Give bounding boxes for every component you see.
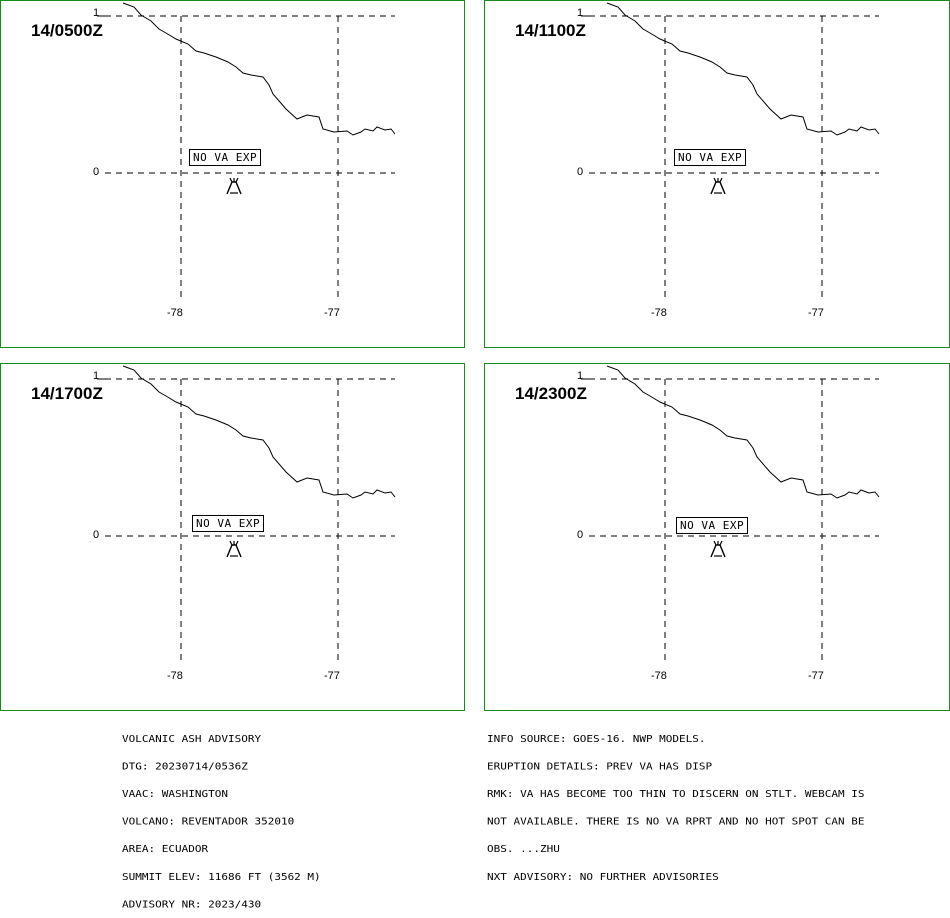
volcano-icon (226, 540, 242, 558)
lat-label-1: 1 (577, 7, 584, 19)
map-panel-4: 14/2300Z NO VA EXP 1 0 -78 -77 (484, 363, 950, 711)
lat-label-1: 1 (93, 370, 100, 382)
advisory-line: VOLCANIC ASH ADVISORY (122, 732, 262, 745)
country-border-line (122, 2, 396, 136)
advisory-line: INFO SOURCE: GOES-16. NWP MODELS. (487, 732, 706, 745)
map-panel-3: 14/1700Z NO VA EXP 1 0 -78 -77 (0, 363, 465, 711)
advisory-line: DTG: 20230714/0536Z (122, 760, 248, 773)
map-graphic (97, 2, 396, 301)
va-status-box: NO VA EXP (674, 149, 747, 166)
advisory-details-block: INFO SOURCE: GOES-16. NWP MODELS. ERUPTI… (487, 716, 865, 891)
advisory-line: AREA: ECUADOR (122, 842, 209, 855)
lon-label-77: -77 (324, 307, 340, 319)
advisory-line: RMK: VA HAS BECOME TOO THIN TO DISCERN O… (487, 787, 865, 800)
lon-label-77: -77 (808, 670, 824, 682)
lon-label-77: -77 (808, 307, 824, 319)
map-graphic (97, 365, 396, 664)
country-border-line (606, 2, 880, 136)
lon-label-78: -78 (167, 670, 183, 682)
map-graphic (581, 2, 880, 301)
advisory-line: NXT ADVISORY: NO FURTHER ADVISORIES (487, 870, 719, 883)
panel-time-label: 14/0500Z (31, 21, 103, 40)
lat-label-0: 0 (93, 529, 100, 541)
panel-time-label: 14/1700Z (31, 384, 103, 403)
lat-label-1: 1 (93, 7, 100, 19)
lat-label-0: 0 (577, 529, 584, 541)
country-border-line (606, 365, 880, 499)
va-status-box: NO VA EXP (189, 149, 262, 166)
volcano-icon (710, 540, 726, 558)
advisory-line: ADVISORY NR: 2023/430 (122, 898, 262, 911)
lon-label-78: -78 (167, 307, 183, 319)
va-status-box: NO VA EXP (676, 517, 749, 534)
advisory-line: VOLCANO: REVENTADOR 352010 (122, 815, 295, 828)
advisory-line: NOT AVAILABLE. THERE IS NO VA RPRT AND N… (487, 815, 865, 828)
advisory-line: OBS. ...ZHU (487, 842, 560, 855)
lat-label-1: 1 (577, 370, 584, 382)
lon-label-77: -77 (324, 670, 340, 682)
advisory-header-block: VOLCANIC ASH ADVISORY DTG: 20230714/0536… (122, 716, 321, 918)
volcano-icon (710, 177, 726, 195)
panel-time-label: 14/2300Z (515, 384, 587, 403)
lat-label-0: 0 (577, 166, 584, 178)
panel-time-label: 14/1100Z (515, 21, 586, 40)
map-graphic (581, 365, 880, 664)
advisory-line: VAAC: WASHINGTON (122, 787, 228, 800)
lat-label-0: 0 (93, 166, 100, 178)
va-status-box: NO VA EXP (192, 515, 265, 532)
map-panel-2: 14/1100Z NO VA EXP 1 0 -78 -77 (484, 0, 950, 348)
volcano-icon (226, 177, 242, 195)
country-border-line (122, 365, 396, 499)
lon-label-78: -78 (651, 307, 667, 319)
lon-label-78: -78 (651, 670, 667, 682)
advisory-line: ERUPTION DETAILS: PREV VA HAS DISP (487, 760, 713, 773)
map-panel-1: 14/0500Z NO VA EXP 1 0 -78 -77 (0, 0, 465, 348)
advisory-line: SUMMIT ELEV: 11686 FT (3562 M) (122, 870, 321, 883)
